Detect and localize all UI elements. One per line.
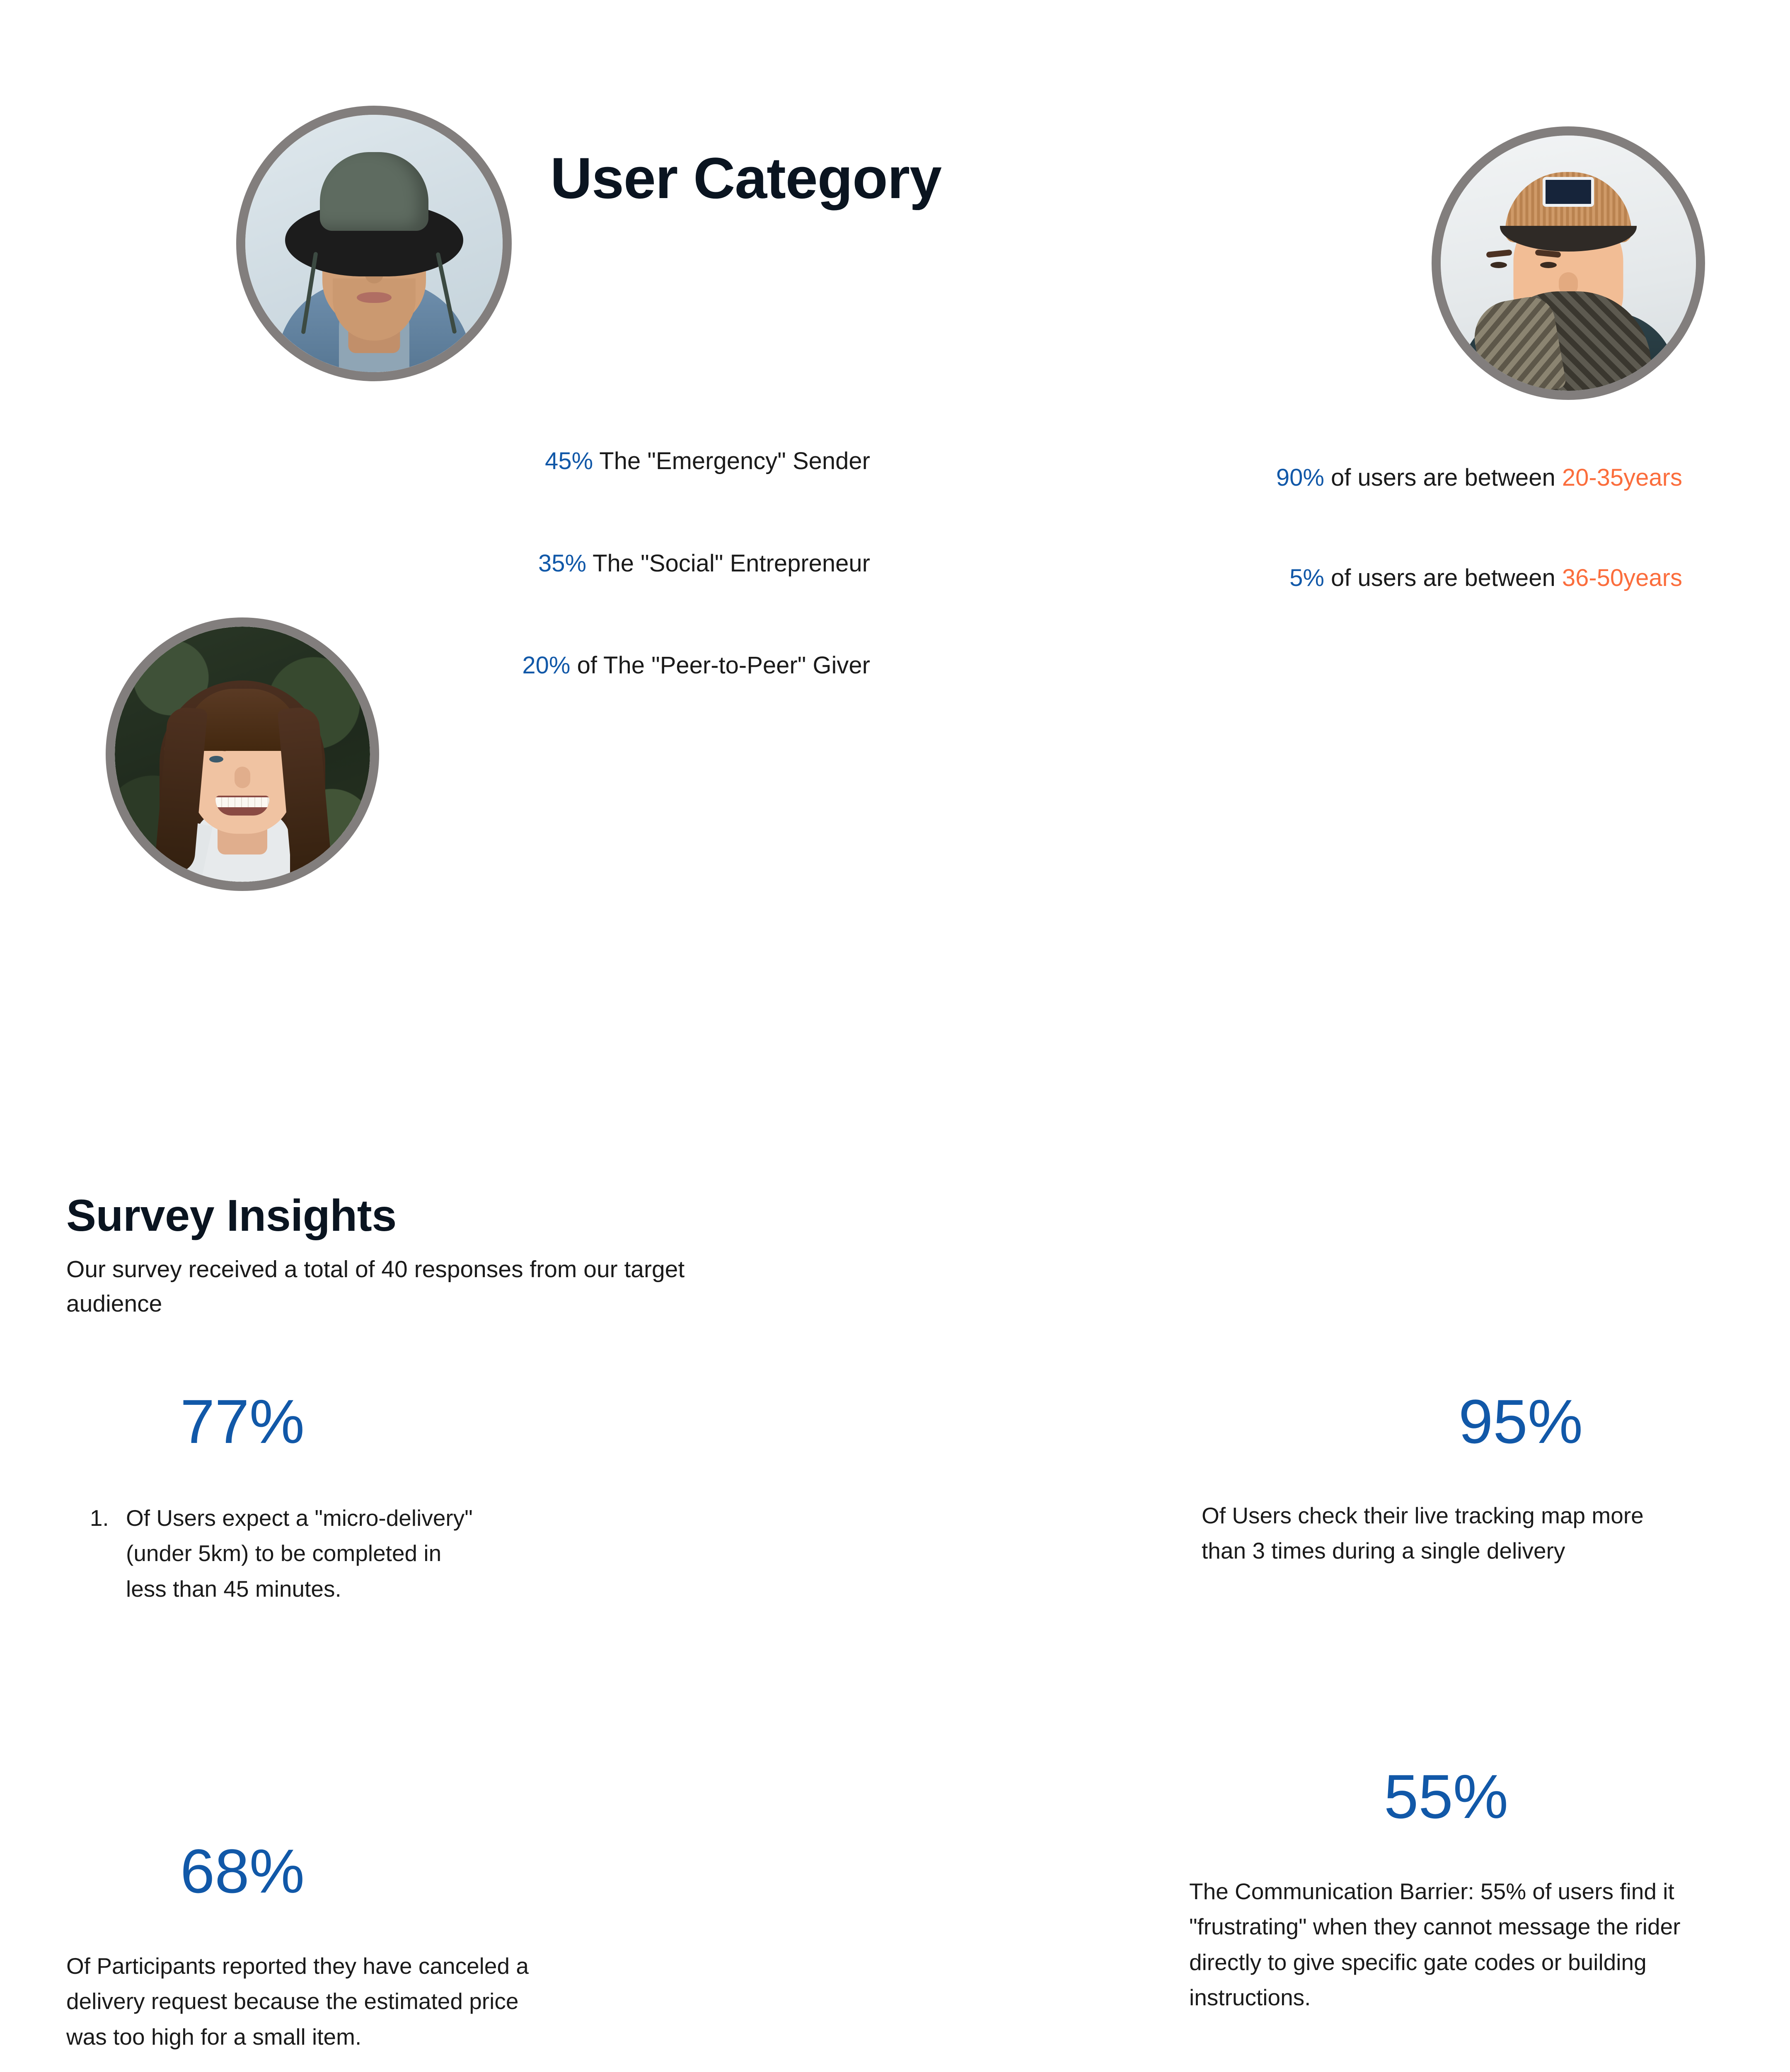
age-distribution-list: 90% of users are between 20-35years 5% o… bbox=[1086, 464, 1682, 592]
stat-description: Of Users check their live tracking map m… bbox=[1202, 1503, 1644, 1564]
category-label: of The "Peer-to-Peer" Giver bbox=[577, 652, 870, 679]
survey-subtext: Our survey received a total of 40 respon… bbox=[66, 1256, 685, 1317]
category-percent: 20% bbox=[522, 652, 571, 679]
page-title: User Category bbox=[550, 145, 942, 211]
emergency-sender-avatar bbox=[236, 106, 512, 381]
peer-to-peer-giver-avatar bbox=[106, 617, 379, 891]
stat-description: Of Participants reported they have cance… bbox=[66, 1953, 529, 2050]
stat-block-68: 68% Of Participants reported they have c… bbox=[66, 1840, 564, 2055]
category-label: The "Emergency" Sender bbox=[599, 448, 870, 474]
age-middle-text: of users are between bbox=[1331, 564, 1555, 591]
category-percent: 35% bbox=[538, 549, 587, 577]
category-item-social-entrepreneur: 35% The "Social" Entrepreneur bbox=[290, 550, 870, 578]
age-percent: 90% bbox=[1276, 464, 1324, 491]
user-category-list: 45% The "Emergency" Sender 35% The "Soci… bbox=[290, 448, 870, 680]
stat-number: 77% bbox=[180, 1387, 305, 1456]
stat-ordered-list: Of Users expect a "micro-delivery" (unde… bbox=[66, 1501, 481, 1607]
avatar-photo bbox=[115, 627, 370, 882]
stat-list-item: Of Users expect a "micro-delivery" (unde… bbox=[115, 1501, 481, 1607]
stat-block-77: 77% Of Users expect a "micro-delivery" (… bbox=[66, 1390, 555, 1607]
stat-description: The Communication Barrier: 55% of users … bbox=[1189, 1878, 1681, 2010]
category-percent: 45% bbox=[545, 448, 593, 474]
stat-number: 68% bbox=[180, 1836, 305, 1906]
age-stat-36-50: 5% of users are between 36-50years bbox=[1086, 564, 1682, 592]
stat-number: 55% bbox=[1384, 1762, 1509, 1831]
age-range: 36-50years bbox=[1562, 564, 1682, 591]
survey-insights-heading: Survey Insights bbox=[66, 1190, 397, 1240]
age-range: 20-35years bbox=[1562, 464, 1682, 491]
avatar-photo bbox=[245, 115, 503, 372]
stat-block-55: 55% The Communication Barrier: 55% of us… bbox=[1189, 1765, 1707, 2015]
avatar-photo bbox=[1441, 136, 1696, 391]
user-category-section: User Category bbox=[106, 106, 1705, 891]
stat-block-95: 95% Of Users check their live tracking m… bbox=[1202, 1390, 1699, 1569]
category-item-emergency-sender: 45% The "Emergency" Sender bbox=[290, 448, 870, 475]
age-middle-text: of users are between bbox=[1331, 464, 1555, 491]
category-item-peer-to-peer-giver: 20% of The "Peer-to-Peer" Giver bbox=[290, 652, 870, 680]
social-entrepreneur-avatar bbox=[1432, 126, 1705, 400]
age-stat-20-35: 90% of users are between 20-35years bbox=[1086, 464, 1682, 492]
survey-insights-section: Survey Insights Our survey received a to… bbox=[0, 1119, 1790, 2072]
stat-number: 95% bbox=[1458, 1387, 1583, 1456]
age-percent: 5% bbox=[1289, 564, 1324, 591]
stat-description-wrapper: Of Users expect a "micro-delivery" (unde… bbox=[66, 1501, 481, 1607]
category-label: The "Social" Entrepreneur bbox=[593, 549, 870, 577]
